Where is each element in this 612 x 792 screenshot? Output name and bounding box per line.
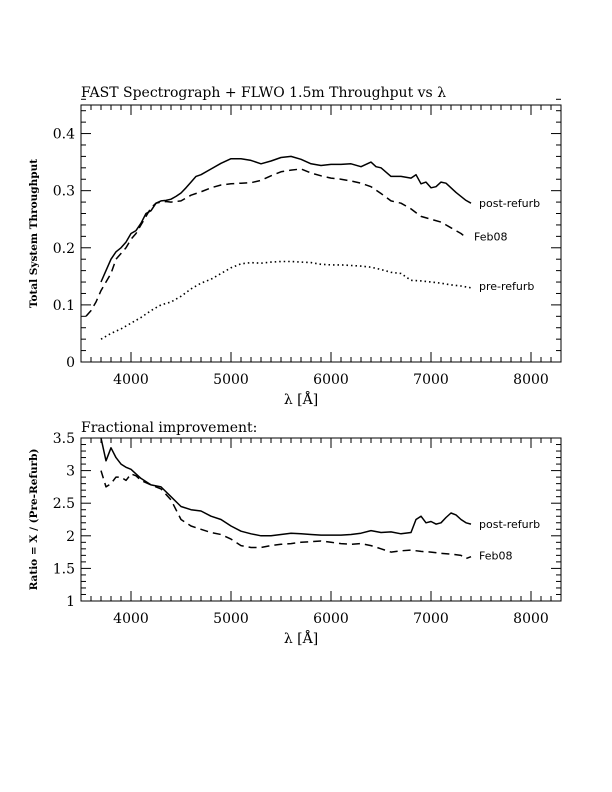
y-tick-label: 1.5 <box>53 561 75 577</box>
series-label-feb08: Feb08 <box>474 230 507 243</box>
x-axis-label: λ [Å] <box>284 390 318 408</box>
series-label-feb08: Feb08 <box>479 550 512 563</box>
series-line-post-refurb <box>100 437 472 537</box>
x-axis-label: λ [Å] <box>284 629 318 647</box>
x-tick-label: 5000 <box>213 372 249 388</box>
x-tick-label: 5000 <box>213 611 249 627</box>
y-tick-label: 0.3 <box>53 184 75 200</box>
y-tick-label: 0.1 <box>53 298 75 314</box>
series-line-pre-refurb <box>100 260 472 340</box>
x-tick-label: 6000 <box>313 611 349 627</box>
series-label-post-refurb: post-refurb <box>479 197 540 210</box>
x-tick-label: 6000 <box>313 372 349 388</box>
x-tick-label: 4000 <box>113 372 149 388</box>
chart-title: Fractional improvement: <box>81 420 257 436</box>
y-tick-label: 2 <box>66 529 75 545</box>
x-tick-label: 8000 <box>513 372 549 388</box>
y-tick-label: 1 <box>66 594 75 610</box>
series-line-post-refurb <box>100 155 472 283</box>
y-tick-label: 0 <box>66 355 75 371</box>
y-axis-label: Ratio = X / (Pre-Refurb) <box>28 449 40 591</box>
series-label-pre-refurb: pre-refurb <box>479 280 534 293</box>
series-line-feb08 <box>85 168 467 317</box>
series-line-feb08 <box>100 470 472 560</box>
throughput-panel: 4000 5000 6000 7000 8000 0 0.1 0.2 0.3 0.4 FAST Sp… <box>28 85 562 408</box>
y-tick-label: 3 <box>66 464 75 480</box>
series-label-post-refurb: post-refurb <box>479 518 540 531</box>
y-tick-label: 0.4 <box>53 127 75 143</box>
y-axis-label: Total System Throughput <box>28 159 40 308</box>
x-tick-label: 4000 <box>113 611 149 627</box>
x-tick-label: 8000 <box>513 611 549 627</box>
y-tick-label: 0.2 <box>53 241 75 257</box>
x-tick-label: 7000 <box>413 372 449 388</box>
chart-title: FAST Spectrograph + FLWO 1.5m Throughput… <box>81 85 446 101</box>
y-tick-label: 2.5 <box>53 496 75 512</box>
improvement-panel: 4000 5000 6000 7000 8000 1 1.5 2 2.5 3 3.5 Fraction… <box>28 420 562 647</box>
x-tick-label: 7000 <box>413 611 449 627</box>
y-tick-label: 3.5 <box>53 431 75 447</box>
